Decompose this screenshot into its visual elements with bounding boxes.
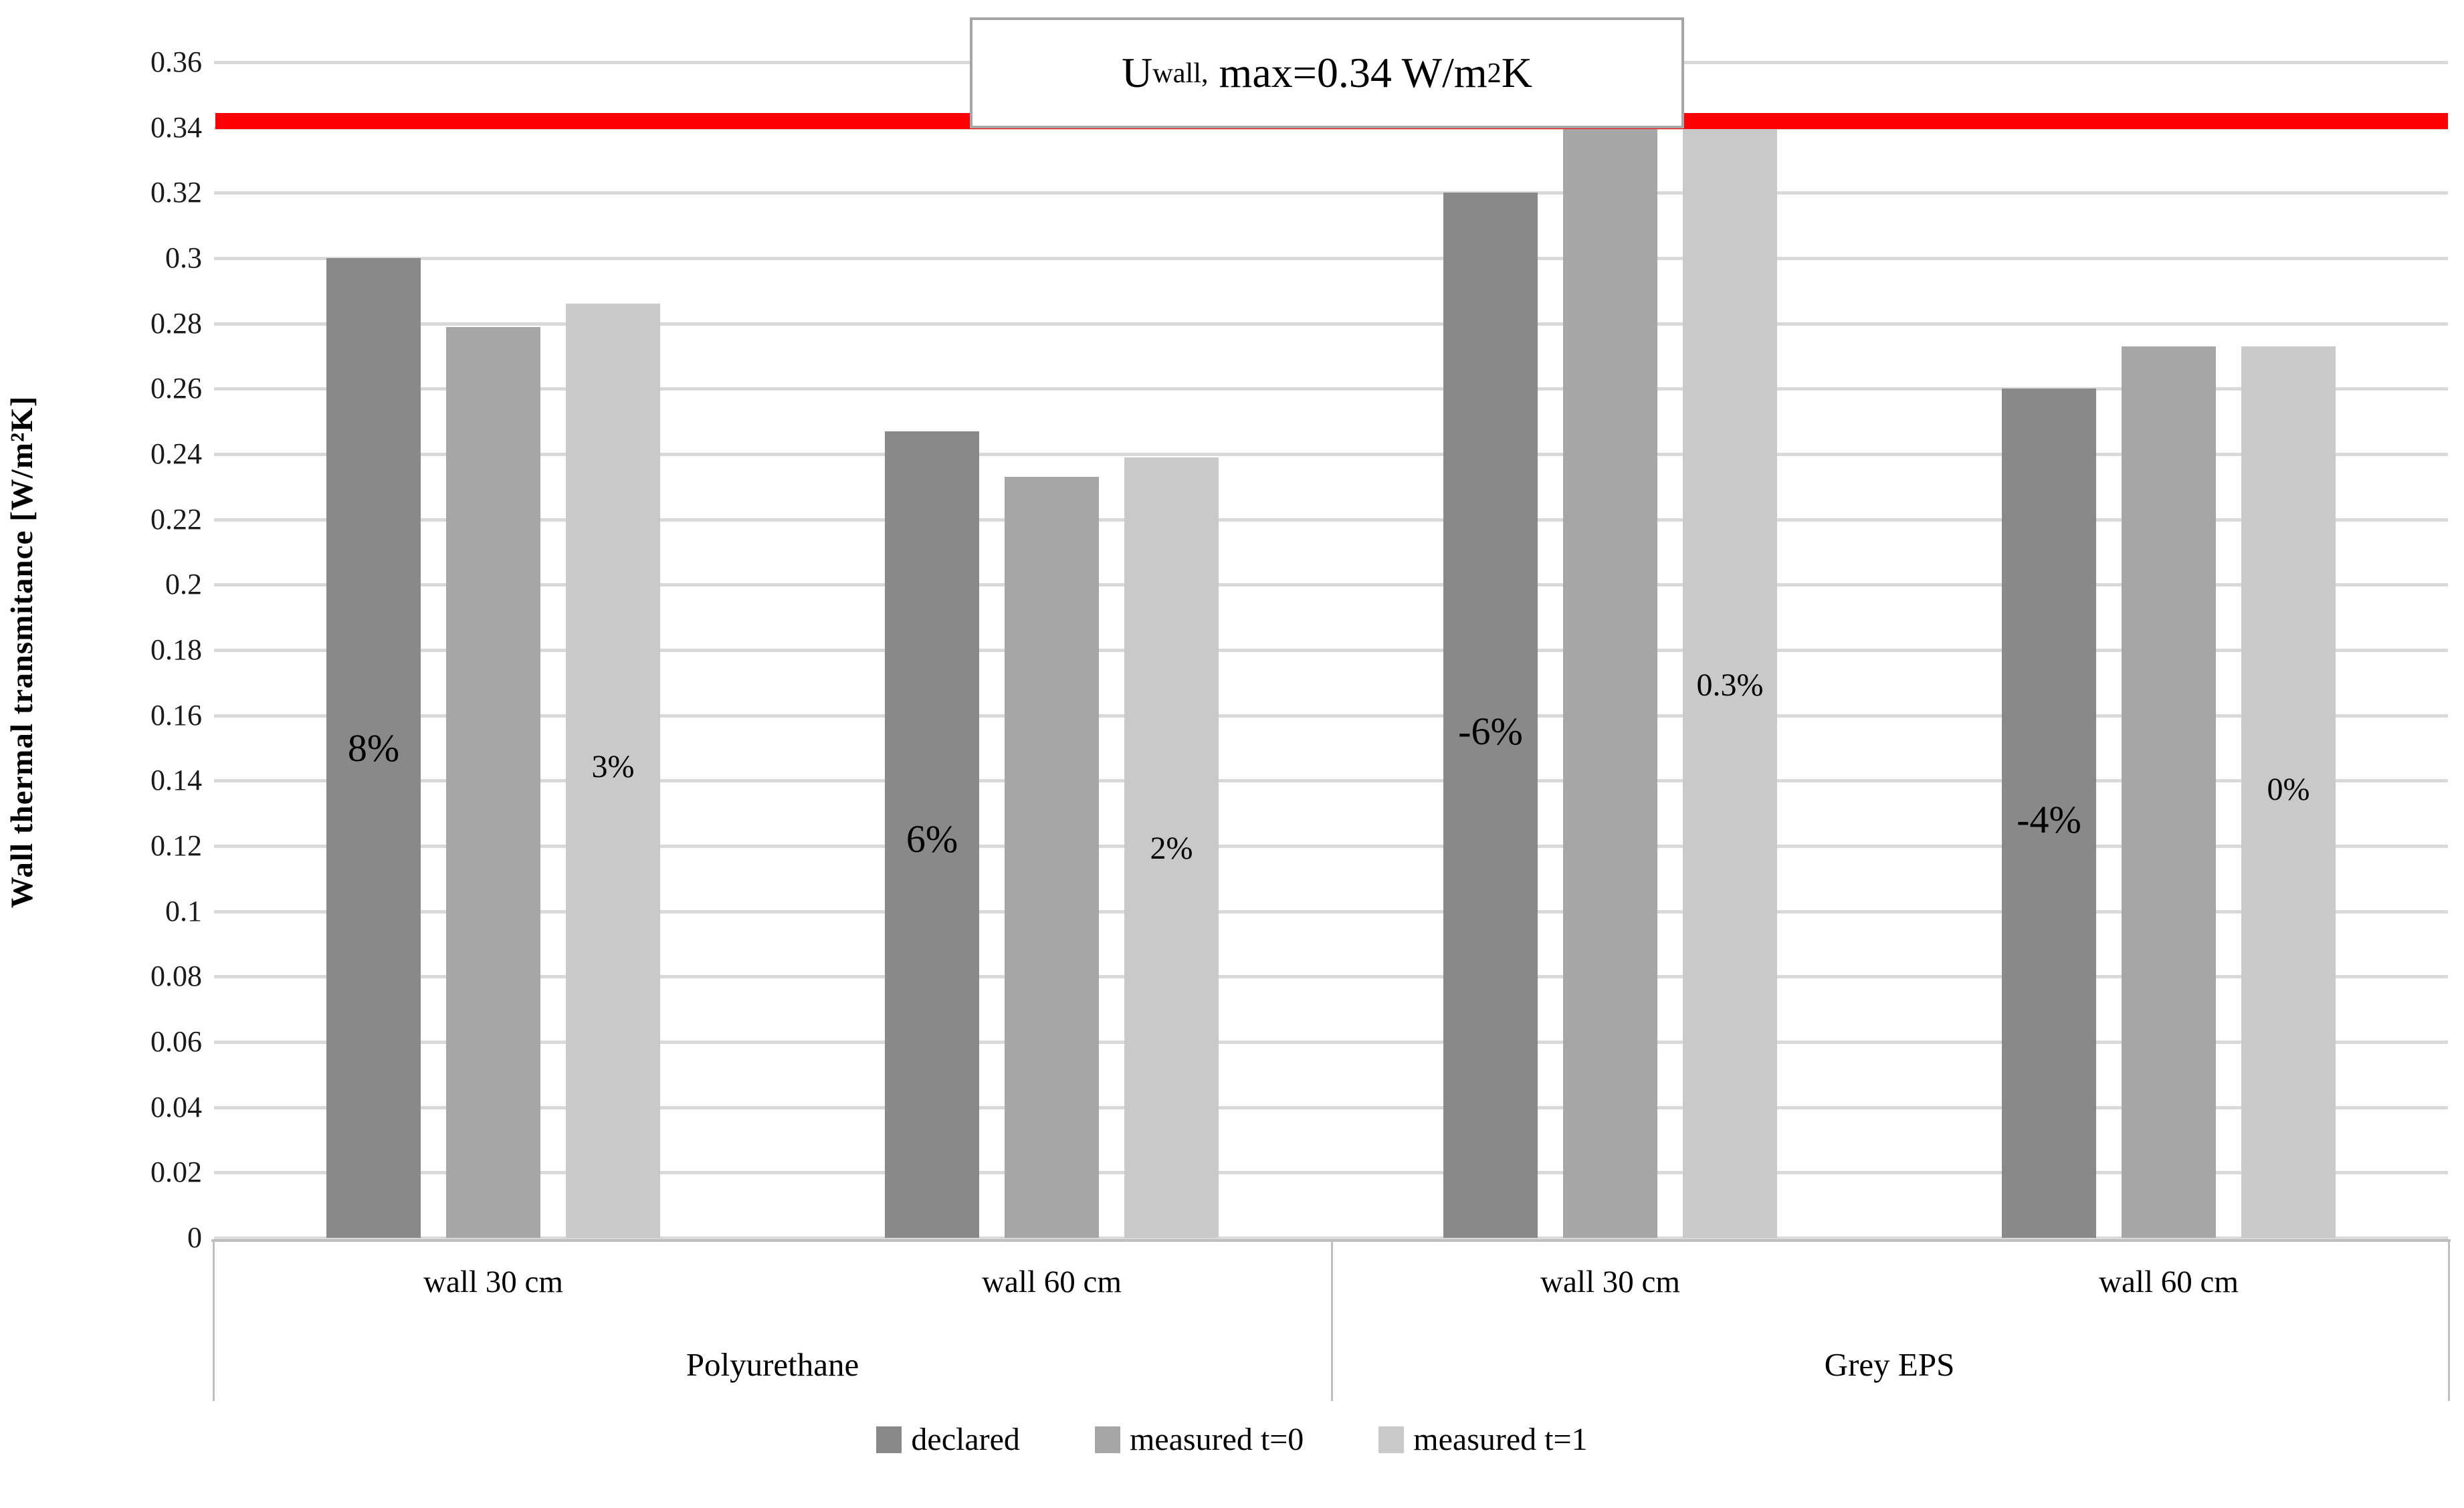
gridline <box>214 453 2448 456</box>
gridline <box>214 714 2448 718</box>
category-divider <box>2448 1239 2450 1401</box>
gridline <box>214 257 2448 260</box>
y-tick-label: 0.22 <box>150 502 202 536</box>
gridline <box>214 909 2448 913</box>
bar-measured-t-0-group3 <box>2122 346 2216 1238</box>
bar-percent-label: -4% <box>2017 797 2081 841</box>
legend-swatch-measured-t-0 <box>1094 1426 1120 1453</box>
y-tick-label: 0.14 <box>150 764 202 797</box>
y-tick-label: 0.28 <box>150 306 202 340</box>
gridline <box>214 649 2448 652</box>
annotation-subscript: wall, <box>1152 57 1209 89</box>
y-tick-label: 0.26 <box>150 372 202 405</box>
annotation-prefix: U <box>1122 49 1153 96</box>
bar-percent-label: 8% <box>347 726 400 770</box>
y-tick-label: 0.2 <box>165 568 202 601</box>
category-group-label: Grey EPS <box>1824 1346 1955 1383</box>
bar-declared-group2 <box>1443 193 1538 1238</box>
bar-measured-t-1-group0 <box>566 304 660 1238</box>
y-tick-label: 0.02 <box>150 1156 202 1189</box>
category-label: wall 60 cm <box>982 1265 1122 1299</box>
annotation-main: max=0.34 W/m <box>1208 49 1487 96</box>
y-tick-label: 0.36 <box>150 45 202 78</box>
legend-item: declared <box>876 1421 1020 1458</box>
legend-item: measured t=1 <box>1378 1421 1588 1458</box>
bar-percent-label: 2% <box>1150 830 1193 866</box>
bar-declared-group3 <box>2002 389 2096 1238</box>
bar-percent-label: 0.3% <box>1696 667 1764 703</box>
gridline <box>214 1105 2448 1109</box>
y-tick-label: 0.34 <box>150 110 202 144</box>
legend-label: declared <box>911 1422 1020 1457</box>
legend-swatch-declared <box>876 1426 902 1453</box>
y-tick-label: 0.1 <box>165 894 202 928</box>
legend: declared measured t=0 measured t=1 <box>0 1421 2464 1458</box>
legend-item: measured t=0 <box>1094 1421 1304 1458</box>
gridline <box>214 322 2448 326</box>
y-tick-label: 0.32 <box>150 176 202 209</box>
category-label: wall 30 cm <box>423 1265 563 1299</box>
bar-percent-label: 0% <box>2267 771 2310 807</box>
annotation-superscript: 2 <box>1487 57 1502 89</box>
bar-percent-label: 6% <box>906 817 958 861</box>
y-tick-label: 0.24 <box>150 437 202 470</box>
gridline <box>214 779 2448 783</box>
gridline <box>214 387 2448 391</box>
y-tick-label: 0.12 <box>150 829 202 862</box>
category-label: wall 60 cm <box>2099 1265 2239 1299</box>
gridline <box>214 1041 2448 1044</box>
bar-declared-group0 <box>326 258 421 1238</box>
legend-label: measured t=1 <box>1413 1422 1588 1457</box>
gridline <box>214 518 2448 522</box>
bar-percent-label: -6% <box>1458 710 1523 754</box>
gridline <box>214 583 2448 587</box>
bar-measured-t-0-group2 <box>1563 124 1657 1238</box>
category-divider <box>213 1239 215 1401</box>
legend-label: measured t=0 <box>1129 1422 1304 1457</box>
gridline <box>214 845 2448 848</box>
bar-measured-t-0-group1 <box>1005 477 1099 1238</box>
y-tick-label: 0.16 <box>150 698 202 732</box>
category-label: wall 30 cm <box>1540 1265 1680 1299</box>
bar-measured-t-1-group3 <box>2241 346 2336 1238</box>
legend-swatch-measured-t-1 <box>1378 1426 1405 1453</box>
gridline <box>214 1171 2448 1175</box>
y-tick-label: 0 <box>187 1221 202 1254</box>
bar-measured-t-1-group2 <box>1683 124 1777 1238</box>
bar-declared-group1 <box>885 431 979 1238</box>
bar-percent-label: 3% <box>591 748 635 784</box>
bar-measured-t-0-group0 <box>446 326 540 1238</box>
category-group-label: Polyurethane <box>686 1346 859 1383</box>
gridline <box>214 191 2448 195</box>
y-tick-label: 0.18 <box>150 633 202 666</box>
annotation-suffix: K <box>1501 49 1532 96</box>
gridline <box>214 975 2448 979</box>
y-tick-label: 0.04 <box>150 1090 202 1123</box>
gridline <box>214 1236 2448 1240</box>
bar-measured-t-1-group1 <box>1124 457 1219 1238</box>
y-tick-label: 0.06 <box>150 1025 202 1058</box>
y-tick-label: 0.3 <box>165 241 202 274</box>
y-tick-label: 0.08 <box>150 960 202 993</box>
category-divider <box>1331 1239 1333 1401</box>
